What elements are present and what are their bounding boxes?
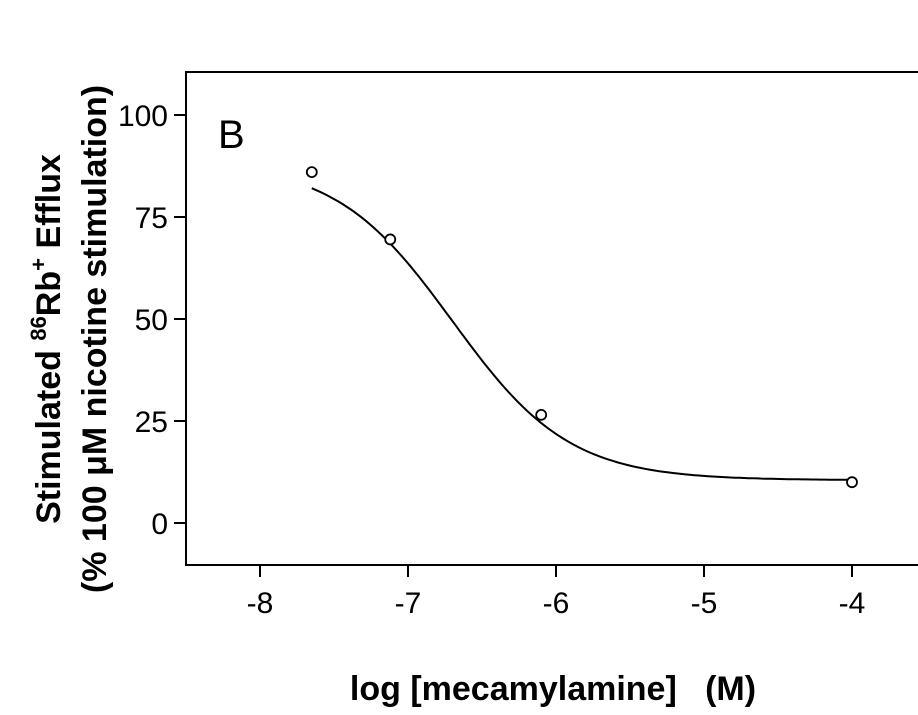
y-axis-title-line2: (% 100 μM nicotine stimulation)	[76, 85, 114, 593]
y-axis-title-line1: Stimulated 86Rb+ Efflux	[26, 154, 68, 524]
y-title-text-pre: Stimulated	[30, 341, 68, 524]
x-tick-label: -7	[395, 587, 422, 620]
y-tick-label: 100	[118, 100, 168, 133]
data-point	[384, 233, 397, 246]
plot-frame	[185, 71, 918, 566]
x-tick-label: -5	[691, 587, 718, 620]
y-tick-label: 25	[135, 406, 168, 439]
data-point	[846, 476, 858, 489]
y-title-sup-86: 86	[26, 316, 51, 340]
y-title-text-post: Efflux	[30, 154, 68, 258]
data-points	[305, 166, 858, 489]
y-axis-ticks: 0 25 50 75 100	[118, 100, 186, 541]
panel-label: B	[218, 113, 245, 157]
x-tick-label: -4	[839, 587, 866, 620]
y-title-text-rb: Rb	[30, 271, 68, 316]
y-tick-label: 0	[151, 508, 168, 541]
data-point	[535, 408, 548, 421]
y-title-sup-plus: +	[26, 258, 51, 271]
x-axis-ticks: -8 -7 -6 -5 -4	[247, 565, 866, 620]
fit-curve	[311, 187, 852, 481]
x-tick-label: -8	[247, 587, 274, 620]
x-tick-label: -6	[543, 587, 570, 620]
x-axis-title: log [mecamylamine] (M)	[350, 670, 756, 708]
y-tick-label: 50	[135, 304, 168, 337]
y-tick-label: 75	[135, 202, 168, 235]
data-point	[305, 166, 318, 179]
